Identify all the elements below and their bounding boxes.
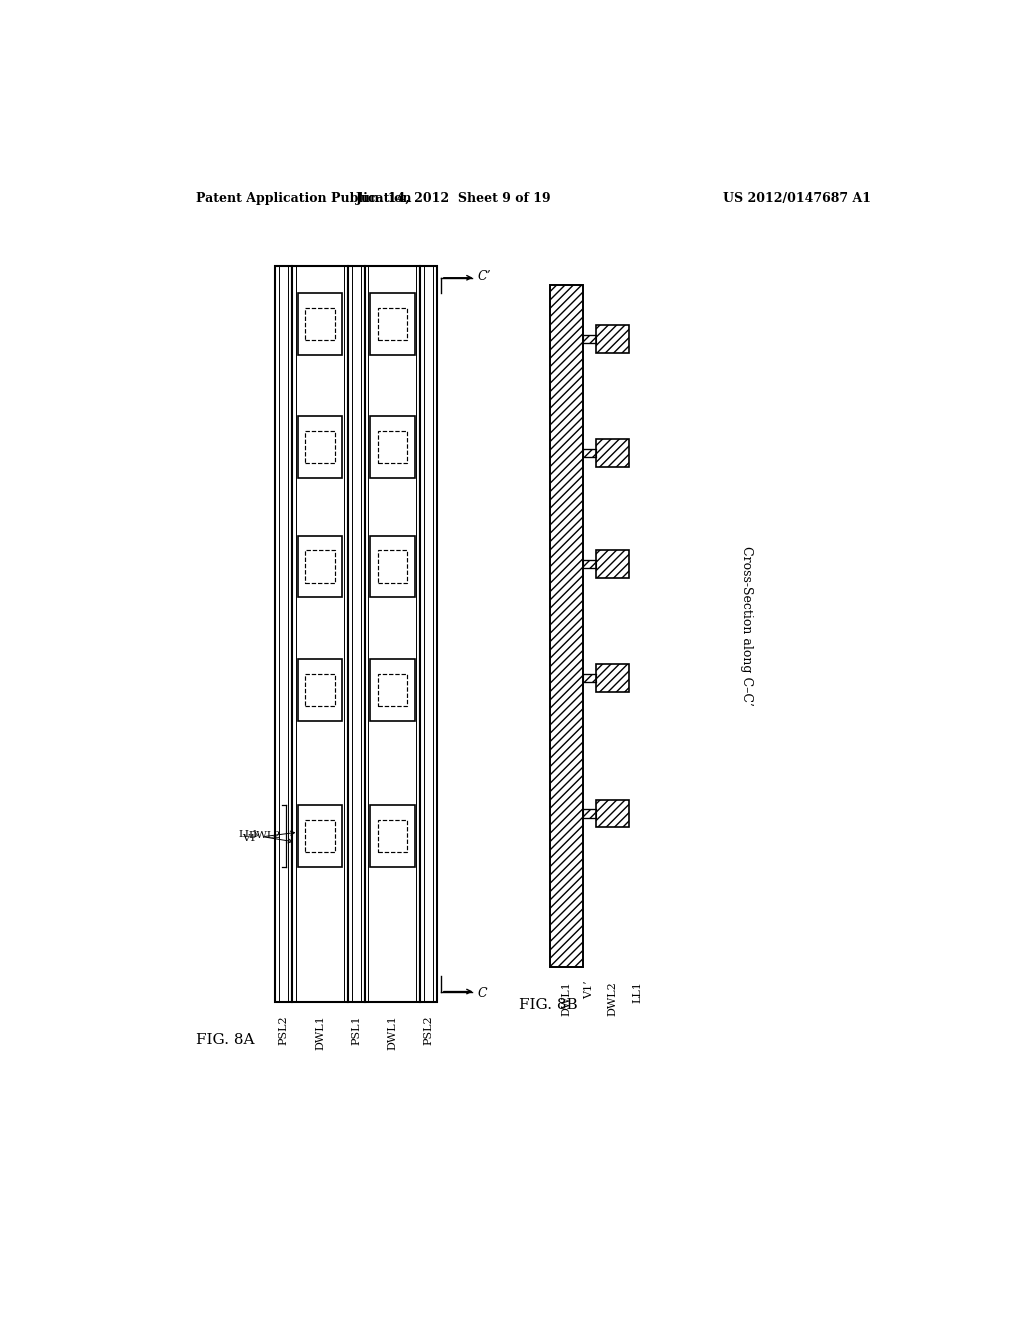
Bar [378,550,407,582]
Text: DWL2: DWL2 [249,832,281,841]
Bar [298,659,342,721]
Bar [370,293,415,355]
Bar [378,673,407,706]
Text: Patent Application Publication: Patent Application Publication [196,191,412,205]
Bar [370,416,415,478]
Bar [583,449,596,457]
Text: LL1: LL1 [633,981,643,1003]
Text: US 2012/0147687 A1: US 2012/0147687 A1 [723,191,870,205]
Bar [365,267,420,1002]
Bar [378,432,407,463]
Bar [305,820,335,853]
Bar [298,805,342,867]
Bar [305,550,335,582]
Bar [348,267,365,1002]
Text: V1’: V1’ [585,981,595,999]
Bar [596,325,629,352]
Bar [596,800,629,828]
Text: FIG. 8B: FIG. 8B [519,998,578,1012]
Bar [275,267,292,1002]
Bar [378,308,407,341]
Bar [298,416,342,478]
Bar [596,550,629,578]
Bar [305,308,335,341]
Bar [420,267,437,1002]
Bar [305,673,335,706]
Bar [370,536,415,598]
Bar [596,664,629,692]
Text: C’: C’ [478,269,492,282]
Bar [298,293,342,355]
Bar [583,335,596,343]
Text: DWL1: DWL1 [387,1015,397,1051]
Bar [370,659,415,721]
Bar [550,285,583,966]
Bar [305,432,335,463]
Text: Cross-Section along C–C’: Cross-Section along C–C’ [740,546,753,706]
Bar [583,560,596,568]
Bar [292,267,348,1002]
Bar [596,440,629,467]
Bar [583,673,596,682]
Bar [378,820,407,853]
Text: DWL1: DWL1 [561,981,571,1015]
Text: DWL1: DWL1 [315,1015,325,1051]
Bar [370,805,415,867]
Text: PSL1: PSL1 [351,1015,361,1045]
Text: PSL2: PSL2 [279,1015,289,1045]
Text: LL1: LL1 [239,830,292,843]
Text: V1’: V1’ [242,832,295,842]
Text: Jun. 14, 2012  Sheet 9 of 19: Jun. 14, 2012 Sheet 9 of 19 [356,191,552,205]
Text: PSL2: PSL2 [424,1015,433,1045]
Text: FIG. 8A: FIG. 8A [196,1034,255,1047]
Bar [583,809,596,817]
Text: DWL2: DWL2 [607,981,617,1015]
Text: C: C [478,986,487,999]
Bar [298,536,342,598]
